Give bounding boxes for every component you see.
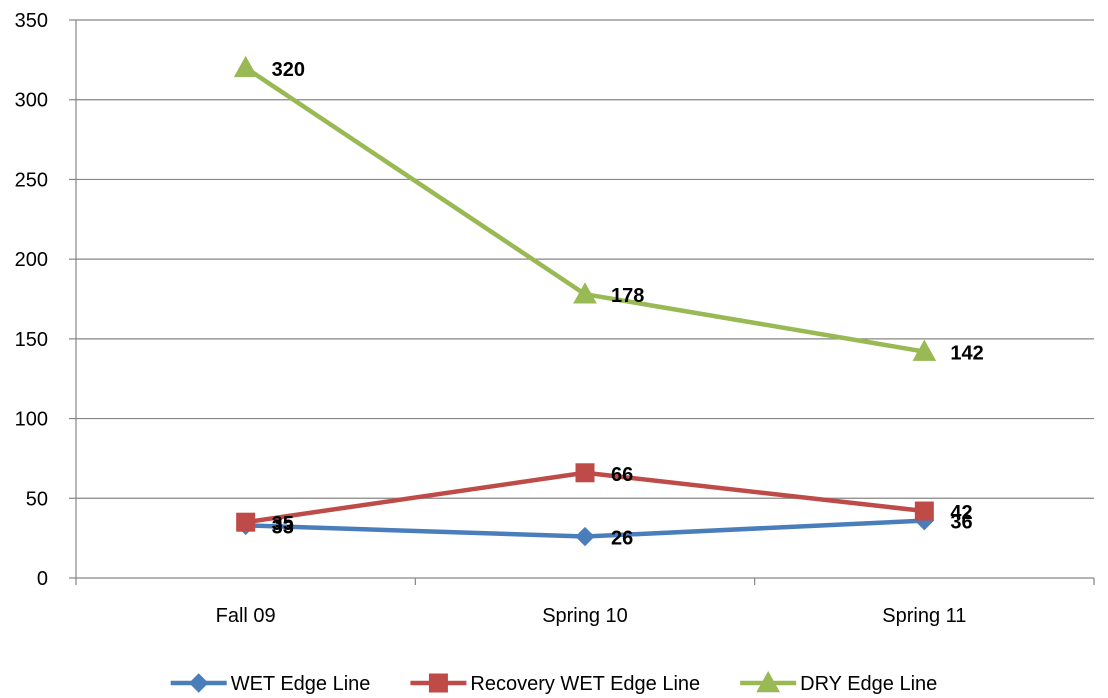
data-point-marker (236, 512, 256, 532)
legend: WET Edge Line Recovery WET Edge Line DRY E… (170, 670, 937, 695)
legend-label: DRY Edge Line (800, 673, 937, 695)
x-tick-label: Fall 09 (216, 605, 276, 627)
data-point-marker (914, 501, 934, 521)
series-dry-edge-line (233, 55, 937, 361)
legend-marker (756, 670, 781, 693)
y-tick-label: 50 (26, 488, 48, 510)
gridlines (76, 19, 1094, 499)
legend-item: DRY Edge Line (740, 670, 937, 695)
legend-item: WET Edge Line (170, 673, 371, 695)
y-tick-label: 0 (37, 568, 48, 590)
data-label: 33 (272, 516, 294, 538)
series-wet-edge-line (235, 510, 935, 547)
data-label: 142 (950, 343, 983, 365)
data-label: 35 (272, 513, 294, 535)
x-tick-label: Spring 10 (542, 605, 628, 627)
data-label: 42 (950, 502, 972, 524)
y-tick-label: 350 (15, 10, 48, 32)
data-point-marker (573, 282, 597, 304)
data-point-marker (233, 55, 258, 78)
y-tick-label: 100 (15, 409, 48, 431)
y-tick-label: 200 (15, 249, 48, 271)
y-tick-label: 250 (15, 169, 48, 191)
x-tick-label: Spring 11 (882, 605, 966, 627)
data-point-marker (575, 463, 595, 483)
data-label: 320 (272, 59, 305, 81)
data-labels: 33 26 36 35 66 42 320 178 142 (272, 59, 984, 550)
legend-marker (188, 673, 209, 693)
y-tick-label: 300 (15, 90, 48, 112)
data-label: 26 (611, 528, 633, 550)
axes: 0 50 100 150 200 250 300 350 Fall 09 Spring 10 Spr… (15, 10, 1095, 627)
legend-item: Recovery WET Edge Line (410, 673, 700, 695)
legend-label: Recovery WET Edge Line (470, 673, 700, 695)
data-point-marker (912, 339, 937, 361)
legend-label: WET Edge Line (231, 673, 371, 695)
series-line (244, 65, 925, 354)
data-point-marker (575, 526, 595, 547)
y-tick-label: 150 (15, 329, 48, 351)
data-label: 36 (950, 512, 972, 534)
data-label: 178 (611, 285, 644, 307)
series-recovery-wet-edge-line (236, 463, 934, 532)
series-lines (233, 55, 937, 547)
legend-marker (428, 673, 448, 693)
data-label: 66 (611, 464, 633, 486)
